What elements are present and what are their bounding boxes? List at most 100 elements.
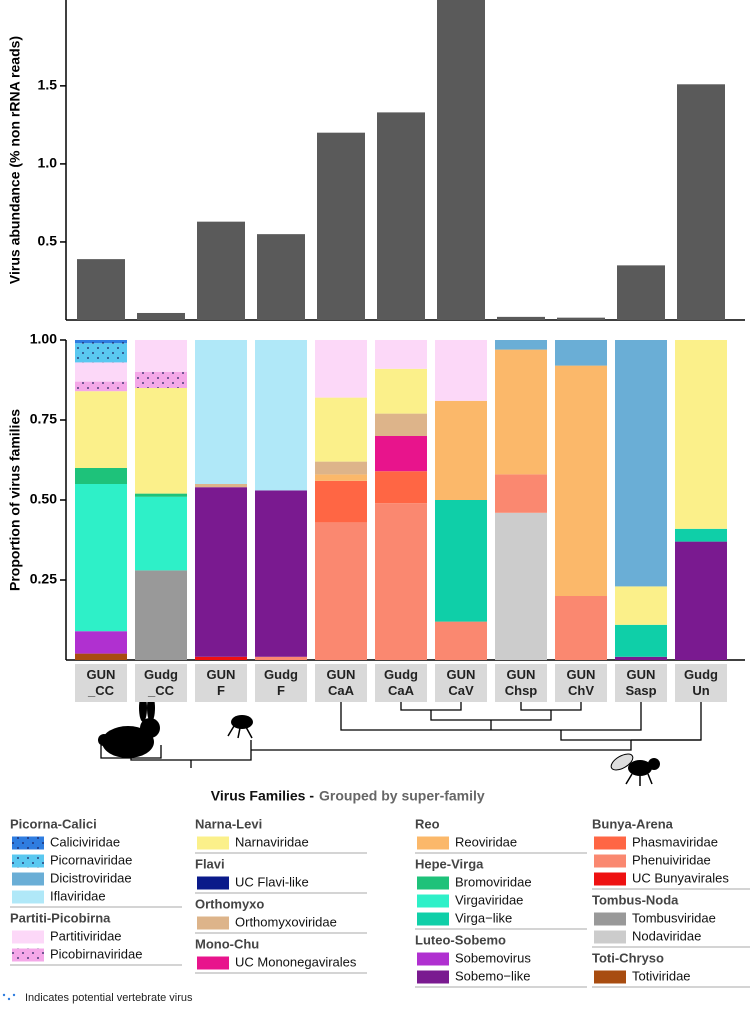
flea-icon — [227, 715, 253, 739]
legend-group-title: Hepe-Virga — [415, 856, 484, 871]
legend-swatch — [12, 836, 44, 850]
bar-segment — [195, 656, 247, 660]
legend-swatch — [594, 930, 626, 944]
legend-swatch — [12, 930, 44, 944]
legend-label: UC Flavi-like — [235, 874, 309, 889]
bar-segment — [135, 372, 187, 388]
bar-segment — [75, 381, 127, 392]
bar-segment — [75, 362, 127, 382]
x-tick-label: GUN CaV — [435, 664, 487, 702]
bar-segment — [675, 541, 727, 660]
legend-swatch — [12, 890, 44, 904]
bar-segment — [375, 436, 427, 472]
bar-segment — [315, 461, 367, 475]
legend-swatch — [417, 876, 449, 890]
legend-label: Phenuiviridae — [632, 852, 711, 867]
bar — [497, 316, 545, 320]
bar — [617, 265, 665, 320]
bar — [377, 112, 425, 320]
bar-segment — [255, 490, 307, 657]
bar-segment — [75, 631, 127, 654]
bar — [257, 234, 305, 320]
x-tick-label: GUN CaA — [315, 664, 367, 702]
legend-swatch — [197, 876, 229, 890]
legend-label: Tombusviridae — [632, 910, 716, 925]
bar-segment — [75, 653, 127, 660]
bar-segment — [135, 388, 187, 494]
y-axis-title: Proportion of virus families — [7, 409, 23, 591]
x-tick-label: Gudg Un — [675, 664, 727, 702]
bar-segment — [555, 340, 607, 366]
legend-group-title: Narna-Levi — [195, 816, 262, 831]
x-tick-label: Gudg CaA — [375, 664, 427, 702]
legend-swatch — [417, 836, 449, 850]
note: Indicates potential vertebrate virus — [25, 992, 193, 1004]
legend-swatch — [417, 970, 449, 984]
note-dots — [2, 993, 16, 1001]
y-tick-label: 0.25 — [30, 571, 57, 587]
bar-segment — [315, 474, 367, 481]
legend-group-title: Flavi — [195, 856, 225, 871]
legend-title: Virus Families - — [211, 788, 315, 804]
legend-label: Orthomyxoviridae — [235, 914, 337, 929]
bar — [677, 84, 725, 320]
x-tick-label: GUN ChV — [555, 664, 607, 702]
bar-segment — [555, 596, 607, 660]
legend-label: UC Mononegavirales — [235, 954, 357, 969]
bar-segment — [375, 471, 427, 504]
bar-segment — [75, 340, 127, 344]
bar — [77, 259, 125, 320]
legend-label: Iflaviridae — [50, 888, 106, 903]
bar-segment — [615, 656, 667, 660]
bar — [557, 317, 605, 320]
y-axis-title: Virus abundance (% non rRNA reads) — [7, 36, 23, 284]
legend-group-title: Partiti-Picobirna — [10, 910, 111, 925]
x-tick-label: GUN Sasp — [615, 664, 667, 702]
bar-segment — [315, 397, 367, 462]
legend-label: Totiviridae — [632, 968, 691, 983]
bar-segment — [135, 493, 187, 497]
dendrogram — [100, 702, 702, 768]
bar — [317, 132, 365, 320]
rabbit-icon — [98, 694, 160, 758]
x-tick-label: GUN F — [195, 664, 247, 702]
legend-group-title: Orthomyxo — [195, 896, 264, 911]
bar-segment — [615, 340, 667, 587]
legend-swatch — [594, 836, 626, 850]
bar-segment — [75, 468, 127, 484]
bar-segment — [435, 621, 487, 660]
legend-label: Picobirnaviridae — [50, 946, 143, 961]
y-tick-label: 0.50 — [30, 491, 57, 507]
x-tick-label: Gudg F — [255, 664, 307, 702]
bar-segment — [375, 413, 427, 436]
bar-segment — [195, 487, 247, 657]
legend-swatch — [417, 952, 449, 966]
legend-swatch — [417, 912, 449, 926]
bar-segment — [135, 340, 187, 372]
legend-label: Caliciviridae — [50, 834, 120, 849]
legend-group-title: Mono-Chu — [195, 936, 259, 951]
bar-segment — [135, 570, 187, 660]
legend-swatch — [594, 970, 626, 984]
bar-segment — [555, 365, 607, 596]
bar-segment — [135, 496, 187, 571]
legend-swatch — [594, 912, 626, 926]
legend-swatch — [197, 916, 229, 930]
legend-group-title: Picorna-Calici — [10, 816, 97, 831]
bar-segment — [255, 340, 307, 491]
bar-segment — [315, 522, 367, 660]
bar-segment — [375, 340, 427, 369]
legend-swatch — [12, 948, 44, 962]
bar-segment — [315, 480, 367, 523]
bar-segment — [615, 624, 667, 657]
legend-swatch — [197, 956, 229, 970]
bar-segment — [495, 340, 547, 350]
y-tick-label: 0.75 — [30, 411, 57, 427]
bar-segment — [435, 400, 487, 500]
legend-group-title: Toti-Chryso — [592, 950, 664, 965]
bar-segment — [675, 528, 727, 542]
legend-subtitle: Grouped by super-family — [319, 788, 485, 804]
bar-segment — [615, 586, 667, 625]
legend-group-title: Tombus-Noda — [592, 892, 679, 907]
